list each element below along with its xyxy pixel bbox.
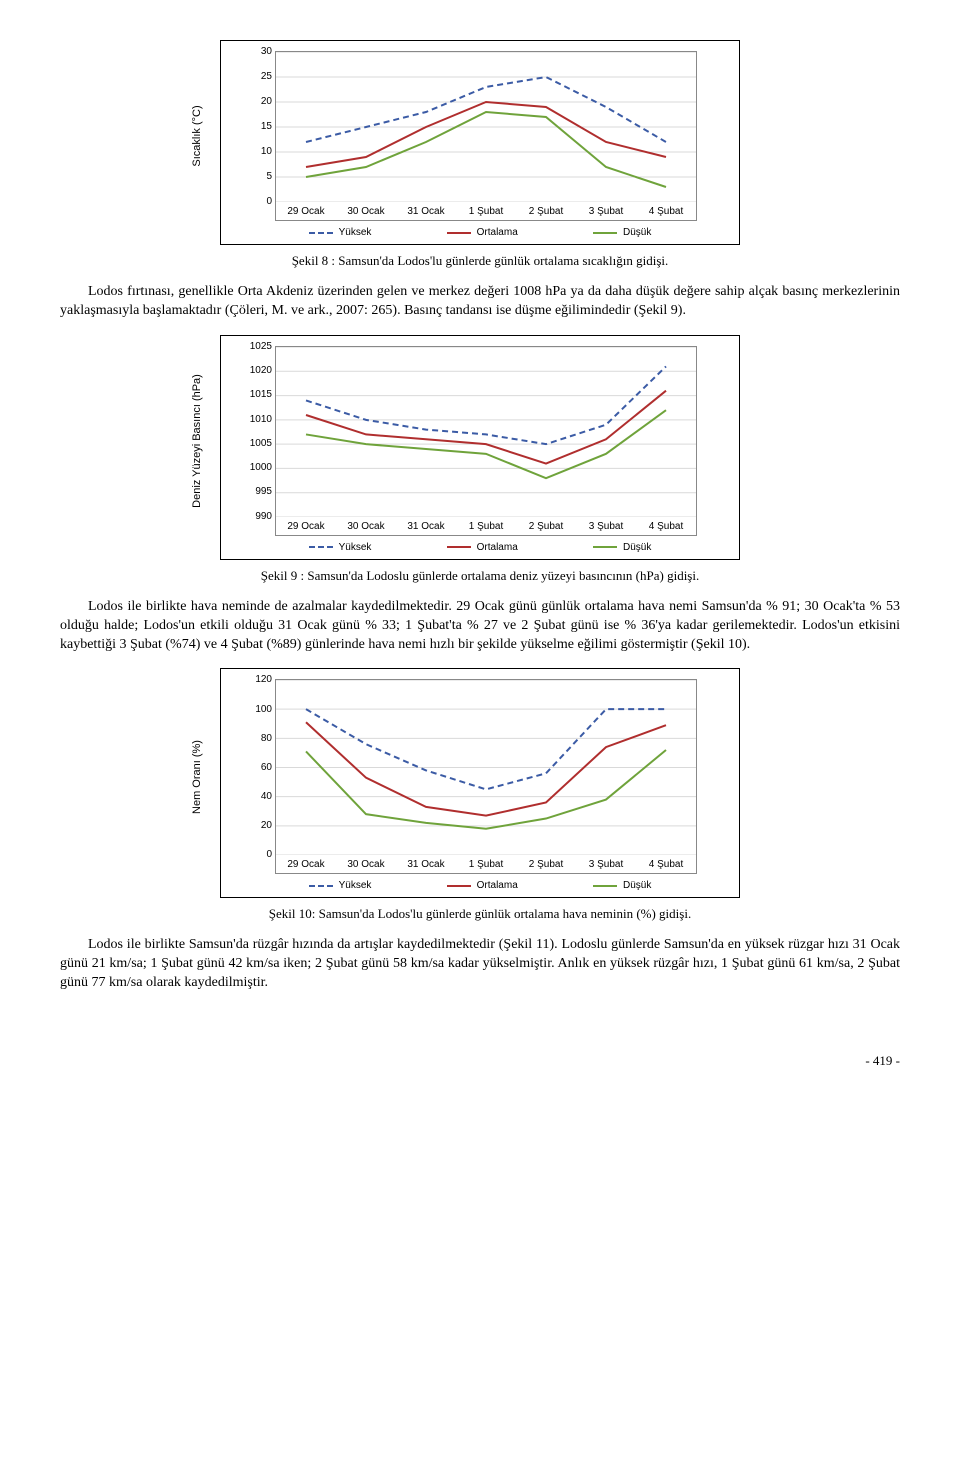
caption-3: Şekil 10: Samsun'da Lodos'lu günlerde gü… <box>60 906 900 922</box>
xtick-label: 30 Ocak <box>341 859 391 870</box>
legend-item: Düşük <box>593 880 651 891</box>
xtick-label: 3 Şubat <box>581 206 631 217</box>
page-number: - 419 - <box>60 1053 900 1069</box>
xtick-label: 29 Ocak <box>281 206 331 217</box>
chart-3-legend: Yüksek Ortalama Düşük <box>231 874 729 893</box>
legend-swatch <box>447 232 471 234</box>
ytick-label: 10 <box>242 146 272 157</box>
ytick-label: 40 <box>242 791 272 802</box>
legend-item: Düşük <box>593 542 651 553</box>
ytick-label: 120 <box>242 674 272 685</box>
legend-item: Ortalama <box>447 880 518 891</box>
xtick-label: 29 Ocak <box>281 859 331 870</box>
chart-1-box: Sıcaklık (°C) 051015202530 29 Ocak30 Oca… <box>220 40 740 245</box>
ytick-label: 20 <box>242 820 272 831</box>
chart-2-plot: 990995100010051010101510201025 29 Ocak30… <box>275 346 697 536</box>
legend-swatch <box>593 546 617 548</box>
xtick-label: 1 Şubat <box>461 206 511 217</box>
legend-swatch <box>593 232 617 234</box>
ytick-label: 1010 <box>242 414 272 425</box>
ytick-label: 1025 <box>242 341 272 352</box>
legend-item: Yüksek <box>309 227 372 238</box>
legend-swatch <box>447 885 471 887</box>
legend-label: Düşük <box>623 880 651 891</box>
legend-label: Ortalama <box>477 880 518 891</box>
ytick-label: 0 <box>242 196 272 207</box>
ytick-label: 990 <box>242 511 272 522</box>
chart-3-plot: 020406080100120 29 Ocak30 Ocak31 Ocak1 Ş… <box>275 679 697 874</box>
xtick-label: 1 Şubat <box>461 859 511 870</box>
xtick-label: 1 Şubat <box>461 521 511 532</box>
caption-2: Şekil 9 : Samsun'da Lodoslu günlerde ort… <box>60 568 900 584</box>
legend-swatch <box>309 232 333 234</box>
xtick-label: 31 Ocak <box>401 521 451 532</box>
xtick-label: 2 Şubat <box>521 206 571 217</box>
chart-2-box: Deniz Yüzeyi Basıncı (hPa) 9909951000100… <box>220 335 740 560</box>
ytick-label: 1000 <box>242 462 272 473</box>
chart-2-legend: Yüksek Ortalama Düşük <box>231 536 729 555</box>
legend-swatch <box>309 885 333 887</box>
chart-3-box: Nem Oranı (%) 020406080100120 29 Ocak30 … <box>220 668 740 898</box>
xtick-label: 4 Şubat <box>641 859 691 870</box>
xtick-label: 3 Şubat <box>581 521 631 532</box>
legend-swatch <box>309 546 333 548</box>
ytick-label: 60 <box>242 762 272 773</box>
paragraph-1: Lodos fırtınası, genellikle Orta Akdeniz… <box>60 283 900 321</box>
legend-item: Ortalama <box>447 542 518 553</box>
legend-label: Yüksek <box>339 542 372 553</box>
xtick-label: 2 Şubat <box>521 859 571 870</box>
ytick-label: 1015 <box>242 389 272 400</box>
ytick-label: 15 <box>242 121 272 132</box>
ytick-label: 30 <box>242 46 272 57</box>
caption-1: Şekil 8 : Samsun'da Lodos'lu günlerde gü… <box>60 253 900 269</box>
chart-3-ylabel: Nem Oranı (%) <box>191 740 203 814</box>
legend-swatch <box>447 546 471 548</box>
ytick-label: 25 <box>242 71 272 82</box>
chart-2-ylabel: Deniz Yüzeyi Basıncı (hPa) <box>191 374 203 508</box>
ytick-label: 80 <box>242 733 272 744</box>
ytick-label: 1005 <box>242 438 272 449</box>
ytick-label: 5 <box>242 171 272 182</box>
legend-label: Düşük <box>623 227 651 238</box>
chart-1-legend: Yüksek Ortalama Düşük <box>231 221 729 240</box>
xtick-label: 2 Şubat <box>521 521 571 532</box>
legend-label: Yüksek <box>339 880 372 891</box>
chart-1-svg <box>276 52 696 202</box>
legend-swatch <box>593 885 617 887</box>
paragraph-3: Lodos ile birlikte Samsun'da rüzgâr hızı… <box>60 936 900 993</box>
paragraph-2: Lodos ile birlikte hava neminde de azalm… <box>60 598 900 655</box>
xtick-label: 4 Şubat <box>641 206 691 217</box>
ytick-label: 20 <box>242 96 272 107</box>
legend-item: Yüksek <box>309 880 372 891</box>
chart-1-ylabel: Sıcaklık (°C) <box>191 105 203 166</box>
chart-2-svg <box>276 347 696 517</box>
ytick-label: 995 <box>242 486 272 497</box>
ytick-label: 0 <box>242 849 272 860</box>
legend-item: Yüksek <box>309 542 372 553</box>
legend-label: Yüksek <box>339 227 372 238</box>
xtick-label: 3 Şubat <box>581 859 631 870</box>
legend-label: Ortalama <box>477 542 518 553</box>
legend-label: Ortalama <box>477 227 518 238</box>
xtick-label: 30 Ocak <box>341 521 391 532</box>
ytick-label: 100 <box>242 704 272 715</box>
chart-1-plot: 051015202530 29 Ocak30 Ocak31 Ocak1 Şuba… <box>275 51 697 221</box>
xtick-label: 31 Ocak <box>401 859 451 870</box>
xtick-label: 29 Ocak <box>281 521 331 532</box>
legend-item: Ortalama <box>447 227 518 238</box>
ytick-label: 1020 <box>242 365 272 376</box>
chart-3-svg <box>276 680 696 855</box>
legend-label: Düşük <box>623 542 651 553</box>
xtick-label: 4 Şubat <box>641 521 691 532</box>
xtick-label: 31 Ocak <box>401 206 451 217</box>
xtick-label: 30 Ocak <box>341 206 391 217</box>
legend-item: Düşük <box>593 227 651 238</box>
